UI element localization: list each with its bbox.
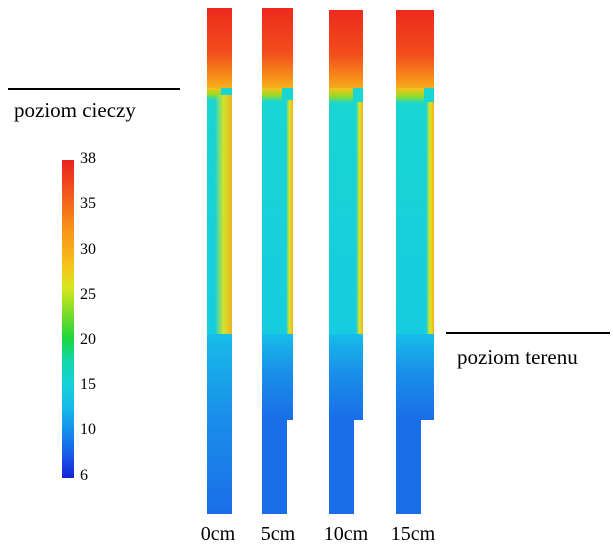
colorbar-tick: 25 <box>80 286 96 303</box>
column-label-0cm: 0cm <box>200 523 236 545</box>
column-10cm <box>329 10 363 514</box>
colorbar-tick: 6 <box>80 467 88 484</box>
colorbar-tick: 10 <box>80 421 96 438</box>
column-label-10cm: 10cm <box>323 523 369 545</box>
temperature-colorbar <box>62 160 74 478</box>
colorbar-tick: 20 <box>80 331 96 348</box>
column-label-5cm: 5cm <box>260 523 296 545</box>
colorbar-tick: 35 <box>80 195 96 212</box>
ground-level-line <box>446 332 610 334</box>
liquid-level-label: poziom cieczy <box>14 98 136 122</box>
colorbar-tick: 30 <box>80 241 96 258</box>
liquid-level-line <box>8 88 180 90</box>
column-5cm <box>262 8 293 514</box>
column-15cm <box>396 10 434 514</box>
ground-level-label: poziom terenu <box>457 345 578 369</box>
column-label-15cm: 15cm <box>390 523 436 545</box>
colorbar-tick: 15 <box>80 376 96 393</box>
column-0cm <box>207 8 232 514</box>
colorbar-tick: 38 <box>80 150 96 167</box>
